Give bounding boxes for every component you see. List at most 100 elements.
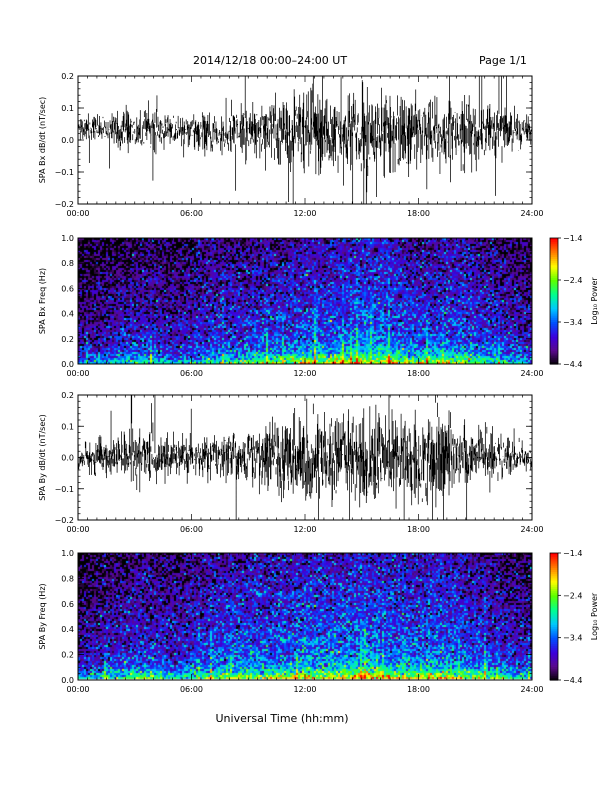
x-tick-label: 18:00 xyxy=(407,209,430,218)
colorbar-swatch xyxy=(550,361,558,365)
colorbar-swatch xyxy=(550,324,558,327)
colorbar-swatch xyxy=(550,317,558,321)
colorbar-swatch xyxy=(550,597,558,601)
colorbar-swatch xyxy=(550,248,558,252)
x-tick-label: 06:00 xyxy=(180,369,203,378)
colorbar-swatch xyxy=(550,246,558,250)
colorbar-swatch xyxy=(550,261,558,264)
x-tick-label: 24:00 xyxy=(520,525,543,534)
colorbar-swatch xyxy=(550,303,558,306)
x-tick-label: 12:00 xyxy=(293,525,316,534)
colorbar-swatch xyxy=(550,296,558,300)
colorbar-tick-label: −2.4 xyxy=(563,591,582,600)
colorbar-swatch xyxy=(550,265,558,268)
colorbar-swatch xyxy=(550,309,558,313)
colorbar-swatch xyxy=(550,677,558,681)
colorbar-swatch xyxy=(550,654,558,658)
colorbar-swatch xyxy=(550,326,558,329)
colorbar-tick-label: −3.4 xyxy=(563,318,582,327)
colorbar-swatch xyxy=(550,559,558,563)
colorbar-swatch xyxy=(550,355,558,359)
colorbar-frame xyxy=(549,552,559,681)
page-title: 2014/12/18 00:00–24:00 UT xyxy=(193,54,348,67)
colorbar-swatch xyxy=(550,273,558,277)
spectrogram-canvas xyxy=(78,553,532,680)
colorbar-swatch xyxy=(550,322,558,325)
y-tick-label: 0.2 xyxy=(61,335,74,344)
colorbar-swatch xyxy=(550,330,558,334)
y-tick-label: 0.2 xyxy=(61,391,74,400)
colorbar-swatch xyxy=(550,580,558,584)
panel-1-waveform: 00:00 06:00 12:00 18:00 24:00 0.2 0.1 0.0 −0.1 −0… xyxy=(38,72,544,218)
colorbar-swatch xyxy=(550,328,558,331)
colorbar-swatch xyxy=(550,292,558,296)
x-tick-label: 06:00 xyxy=(180,525,203,534)
y-tick-label: 0.2 xyxy=(61,651,74,660)
colorbar-swatch xyxy=(550,610,558,613)
colorbar-swatch xyxy=(550,629,558,632)
colorbar-swatch xyxy=(550,633,558,637)
colorbar-swatch xyxy=(550,334,558,338)
colorbar-swatch xyxy=(550,620,558,624)
colorbar-swatch xyxy=(550,673,558,677)
colorbar-swatch xyxy=(550,637,558,641)
panel-3-waveform: 00:00 06:00 12:00 18:00 24:00 0.2 0.1 0.0 −0.1 −0… xyxy=(38,391,544,534)
x-tick-label: 00:00 xyxy=(66,685,89,694)
colorbar-swatch xyxy=(550,569,558,573)
colorbar-tick-label: −4.4 xyxy=(563,360,582,369)
y-tick-label: −0.1 xyxy=(55,168,74,177)
x-tick-label: 00:00 xyxy=(66,525,89,534)
colorbar-swatch xyxy=(550,608,558,611)
colorbar-swatch xyxy=(550,618,558,622)
colorbar-tick-label: −1.4 xyxy=(563,549,582,558)
x-tick-label: 24:00 xyxy=(520,685,543,694)
spectrogram-image xyxy=(78,553,532,680)
colorbar-swatch xyxy=(550,345,558,348)
y-tick-label: 0.6 xyxy=(61,600,74,609)
colorbar-swatch xyxy=(550,667,558,671)
colorbar-swatch xyxy=(550,565,558,569)
colorbar-tick-label: −1.4 xyxy=(563,234,582,243)
colorbar-swatch xyxy=(550,252,558,256)
colorbar-swatch xyxy=(550,319,558,323)
colorbar-swatch xyxy=(550,614,558,618)
colorbar-swatch xyxy=(550,669,558,673)
y-tick-label: 0.0 xyxy=(61,360,74,369)
colorbar-swatch xyxy=(550,588,558,592)
y-tick-label: 0.6 xyxy=(61,284,74,293)
y-tick-label: 0.0 xyxy=(61,454,74,463)
y-tick-label: 0.4 xyxy=(61,310,74,319)
page-number: Page 1/1 xyxy=(479,54,527,67)
colorbar-swatch xyxy=(550,671,558,675)
colorbar-swatch xyxy=(550,644,558,647)
colorbar-swatch xyxy=(550,561,558,565)
colorbar-swatch xyxy=(550,616,558,620)
y-tick-label: 0.1 xyxy=(61,104,74,113)
colorbar-swatch xyxy=(550,639,558,643)
colorbar-swatch xyxy=(550,553,558,556)
y-tick-label: −0.2 xyxy=(55,516,74,525)
colorbar-swatch xyxy=(550,244,558,247)
colorbar-swatch xyxy=(550,254,558,258)
x-tick-label: 18:00 xyxy=(407,369,430,378)
colorbar-swatch xyxy=(550,286,558,289)
colorbar-swatch xyxy=(550,301,558,304)
colorbar-swatch xyxy=(550,576,558,579)
colorbar-swatch xyxy=(550,311,558,315)
colorbar-swatch xyxy=(550,280,558,283)
colorbar-swatch xyxy=(550,277,558,281)
colorbar-swatch xyxy=(550,256,558,260)
colorbar-swatch xyxy=(550,595,558,599)
colorbar-swatch xyxy=(550,263,558,266)
colorbar-swatch xyxy=(550,652,558,656)
colorbar-swatch xyxy=(550,269,558,273)
colorbar-label: Log₁₀ Power xyxy=(590,277,599,325)
colorbar-swatch xyxy=(550,313,558,317)
x-tick-label: 06:00 xyxy=(180,209,203,218)
y-tick-label: −0.2 xyxy=(55,200,74,209)
colorbar-swatch xyxy=(550,353,558,357)
x-tick-label: 18:00 xyxy=(407,525,430,534)
colorbar-swatch xyxy=(550,591,558,594)
x-tick-label: 18:00 xyxy=(407,685,430,694)
waveform-trace xyxy=(77,76,533,204)
